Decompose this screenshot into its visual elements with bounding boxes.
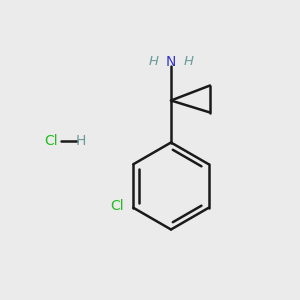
- Text: H: H: [183, 55, 194, 68]
- Text: H: H: [76, 134, 86, 148]
- Text: Cl: Cl: [44, 134, 58, 148]
- Text: Cl: Cl: [110, 199, 124, 213]
- Text: H: H: [148, 55, 159, 68]
- Text: N: N: [166, 55, 176, 68]
